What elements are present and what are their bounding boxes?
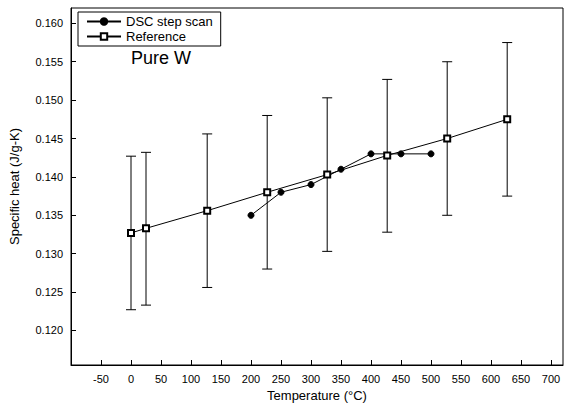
svg-text:100: 100	[182, 373, 200, 385]
svg-text:0: 0	[128, 373, 134, 385]
svg-text:-50: -50	[93, 373, 109, 385]
svg-text:Specific heat (J/g-K): Specific heat (J/g-K)	[7, 128, 22, 245]
svg-text:0.155: 0.155	[35, 56, 63, 68]
svg-text:450: 450	[392, 373, 410, 385]
svg-text:DSC step scan: DSC step scan	[126, 14, 213, 29]
svg-text:50: 50	[155, 373, 167, 385]
svg-text:350: 350	[332, 373, 350, 385]
svg-text:0.150: 0.150	[35, 94, 63, 106]
svg-text:0.160: 0.160	[35, 17, 63, 29]
svg-text:0.145: 0.145	[35, 133, 63, 145]
svg-text:Pure W: Pure W	[131, 48, 191, 68]
svg-text:150: 150	[212, 373, 230, 385]
svg-text:600: 600	[482, 373, 500, 385]
svg-text:700: 700	[542, 373, 560, 385]
svg-text:400: 400	[362, 373, 380, 385]
svg-text:0.135: 0.135	[35, 209, 63, 221]
svg-text:0.130: 0.130	[35, 248, 63, 260]
svg-text:550: 550	[452, 373, 470, 385]
svg-text:650: 650	[512, 373, 530, 385]
svg-text:Reference: Reference	[126, 29, 186, 44]
svg-text:0.120: 0.120	[35, 324, 63, 336]
svg-text:500: 500	[422, 373, 440, 385]
svg-text:Temperature (°C): Temperature (°C)	[267, 388, 367, 403]
svg-text:200: 200	[242, 373, 260, 385]
svg-text:300: 300	[302, 373, 320, 385]
svg-text:0.140: 0.140	[35, 171, 63, 183]
svg-text:250: 250	[272, 373, 290, 385]
svg-text:0.125: 0.125	[35, 286, 63, 298]
